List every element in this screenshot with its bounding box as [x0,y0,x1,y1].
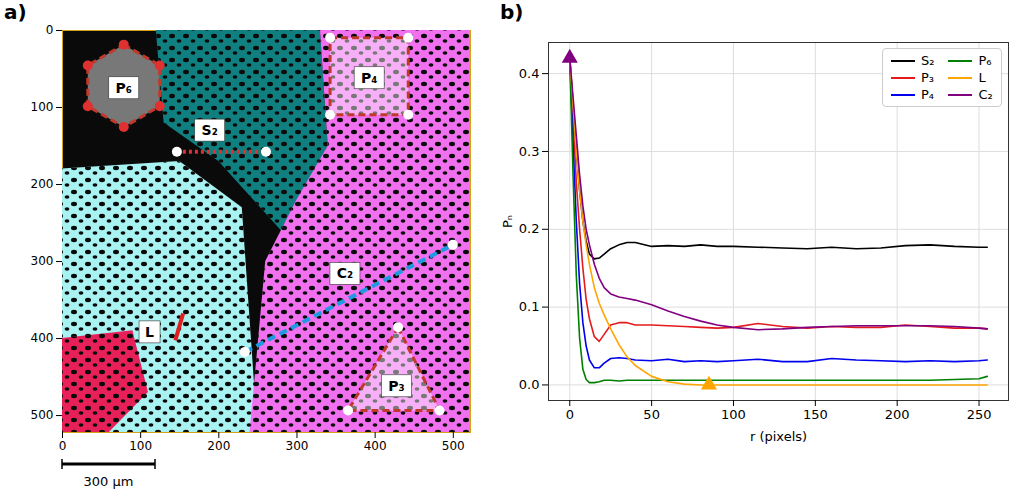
html-text:a): a) [4,0,27,24]
svg-text:100: 100 [31,100,54,114]
svg-text:200: 200 [31,177,54,191]
svg-text:250: 250 [967,407,992,422]
svg-text:200: 200 [207,439,230,453]
svg-text:0.3: 0.3 [519,144,540,159]
svg-text:C₂: C₂ [337,265,353,281]
html-text:L: L [978,70,986,85]
svg-text:P₄: P₄ [361,70,377,86]
html-text:P₄: P₄ [921,87,935,102]
svg-text:100: 100 [721,407,746,422]
html-text:P₆: P₆ [978,53,992,68]
svg-text:400: 400 [364,439,387,453]
svg-text:0: 0 [566,407,574,422]
svg-text:300: 300 [286,439,309,453]
html-text:S₂: S₂ [921,53,935,68]
svg-text:100: 100 [129,439,152,453]
html-text:C₂: C₂ [978,87,993,102]
svg-text:500: 500 [31,408,54,422]
svg-text:S₂: S₂ [202,122,218,138]
svg-text:P₆: P₆ [116,80,132,96]
svg-text:0.4: 0.4 [519,66,540,81]
svg-text:Pₙ: Pₙ [500,215,515,228]
svg-text:50: 50 [643,407,660,422]
svg-text:0.2: 0.2 [519,221,540,236]
svg-text:200: 200 [885,407,910,422]
svg-text:300 µm: 300 µm [84,474,134,489]
svg-text:L: L [145,324,154,340]
html-text:b): b) [500,0,524,24]
svg-text:0: 0 [59,439,67,453]
svg-text:0.1: 0.1 [519,299,540,314]
svg-text:500: 500 [442,439,465,453]
svg-text:P₃: P₃ [388,378,404,394]
html-text:P₃: P₃ [921,70,935,85]
svg-text:400: 400 [31,331,54,345]
svg-text:r (pixels): r (pixels) [750,429,807,444]
svg-text:0.0: 0.0 [519,377,540,392]
svg-text:0: 0 [46,23,54,37]
svg-text:300: 300 [31,254,54,268]
svg-text:150: 150 [803,407,828,422]
